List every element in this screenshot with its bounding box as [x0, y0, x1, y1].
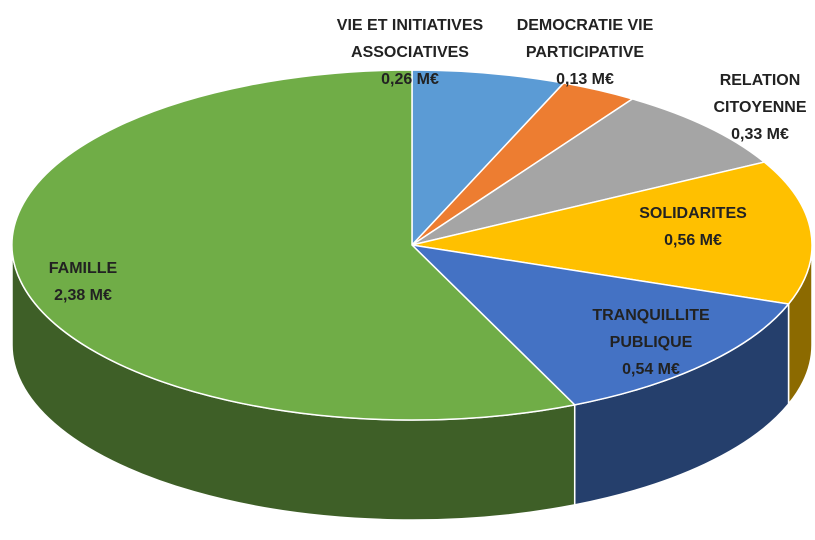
slice-label: DEMOCRATIE VIE PARTICIPATIVE 0,13 M€	[503, 12, 668, 93]
slice	[411, 161, 813, 305]
category-label: SOLIDARITES	[639, 205, 747, 222]
slice	[411, 98, 766, 246]
category-label: TRANQUILLITE PUBLIQUE	[592, 307, 710, 351]
category-label: FAMILLE	[48, 260, 118, 277]
value-label: 0,13 M€	[556, 71, 614, 88]
category-label: DEMOCRATIE VIE PARTICIPATIVE	[516, 17, 654, 61]
value-label: 0,33 M€	[731, 126, 789, 143]
value-label: 0,54 M€	[622, 361, 680, 378]
slice-label: SOLIDARITES 0,56 M€	[618, 200, 768, 254]
slice-label: FAMILLE 2,38 M€	[23, 255, 143, 309]
slice-label: TRANQUILLITE PUBLIQUE 0,54 M€	[576, 302, 726, 383]
value-label: 0,56 M€	[664, 232, 722, 249]
value-label: 2,38 M€	[54, 287, 112, 304]
category-label: VIE ET INITIATIVES ASSOCIATIVES	[336, 17, 484, 61]
slice-label: RELATION CITOYENNE 0,33 M€	[703, 67, 815, 148]
slice	[11, 69, 577, 421]
slice	[409, 243, 790, 406]
value-label: 0,26 M€	[381, 71, 439, 88]
category-label: RELATION CITOYENNE	[713, 72, 807, 116]
slice	[411, 69, 566, 247]
slice-label: VIE ET INITIATIVES ASSOCIATIVES 0,26 M€	[315, 12, 505, 93]
